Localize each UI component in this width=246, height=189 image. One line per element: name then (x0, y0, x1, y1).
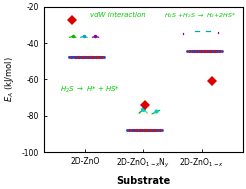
Text: $H_2S$ +$H_2S$ $\rightarrow$ $H_2$+2HS*: $H_2S$ +$H_2S$ $\rightarrow$ $H_2$+2HS* (164, 11, 236, 20)
Text: vdW interaction: vdW interaction (90, 12, 145, 18)
Y-axis label: $E_A$ (kJ/mol): $E_A$ (kJ/mol) (3, 57, 16, 102)
Text: $H_2S$ $\rightarrow$ H* + HS*: $H_2S$ $\rightarrow$ H* + HS* (61, 85, 121, 95)
X-axis label: Substrate: Substrate (116, 176, 170, 186)
